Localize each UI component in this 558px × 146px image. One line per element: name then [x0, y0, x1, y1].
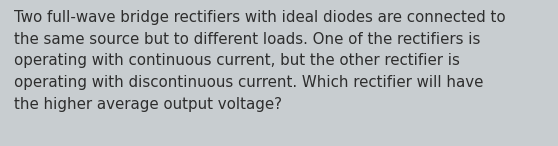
Text: Two full-wave bridge rectifiers with ideal diodes are connected to
the same sour: Two full-wave bridge rectifiers with ide… — [14, 10, 506, 112]
